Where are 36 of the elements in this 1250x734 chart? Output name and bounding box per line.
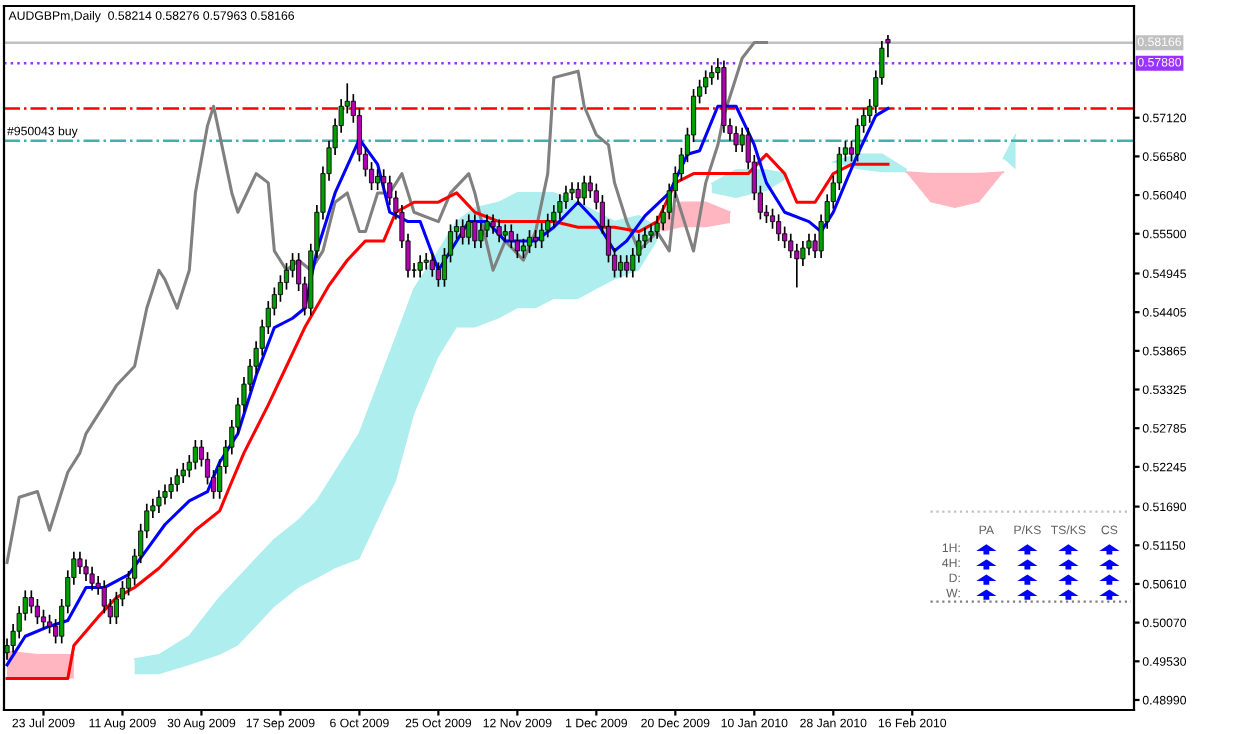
candlestick	[77, 550, 83, 575]
candlestick	[733, 125, 739, 153]
candlestick	[168, 476, 174, 500]
candlestick	[162, 483, 168, 506]
candlestick	[581, 174, 587, 206]
candlestick	[539, 222, 545, 249]
candlestick	[703, 69, 709, 95]
candlestick	[192, 439, 198, 471]
candlestick	[490, 213, 496, 235]
candlestick	[618, 254, 624, 279]
candlestick	[83, 558, 89, 582]
candlestick	[472, 213, 478, 249]
candlestick	[557, 193, 563, 221]
candlestick	[174, 467, 180, 493]
candlestick	[624, 254, 630, 279]
candlestick	[520, 237, 526, 259]
candlestick	[460, 218, 466, 246]
candlestick	[496, 218, 502, 244]
candlestick	[180, 462, 186, 484]
candlestick	[575, 181, 581, 206]
candlestick	[375, 168, 381, 191]
candlestick	[526, 229, 533, 254]
candlestick	[417, 254, 423, 279]
candlestick	[89, 565, 95, 592]
candlestick	[34, 598, 40, 625]
candlestick	[156, 489, 162, 514]
candlestick	[423, 252, 429, 271]
candlestick	[478, 222, 484, 249]
candlestick	[514, 232, 520, 259]
candlestick	[794, 242, 800, 289]
candlestick	[47, 613, 53, 635]
candlestick	[435, 261, 441, 288]
candlestick	[776, 213, 782, 242]
candlestick	[466, 213, 472, 246]
line-series	[5, 40, 768, 564]
candlestick	[709, 64, 715, 86]
